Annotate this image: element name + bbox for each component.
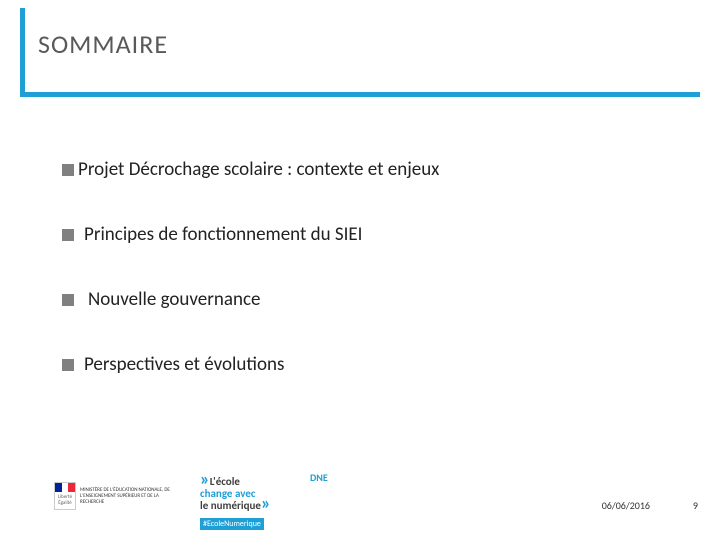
summary-list: Projet Décrochage scolaire : contexte et… bbox=[62, 158, 439, 418]
list-item-label: Perspectives et évolutions bbox=[84, 353, 284, 376]
ecole-hashtag: #EcoleNumerique bbox=[200, 518, 264, 530]
list-item: Nouvelle gouvernance bbox=[62, 288, 439, 311]
footer: LibertéÉgalité MINISTÈRE DE L'ÉDUCATION … bbox=[0, 468, 720, 524]
list-item-label: Nouvelle gouvernance bbox=[88, 288, 260, 311]
ecole-numerique-logo: »L'école change avec le numérique» #Ecol… bbox=[200, 476, 300, 516]
footer-date: 06/06/2016 bbox=[602, 499, 650, 512]
square-bullet-icon bbox=[62, 164, 74, 176]
list-item-label: Principes de fonctionnement du SIEI bbox=[84, 223, 362, 246]
french-flag-icon: LibertéÉgalité bbox=[54, 482, 76, 510]
title-side-accent bbox=[20, 8, 25, 97]
ministere-text: MINISTÈRE DE L'ÉDUCATION NATIONALE, DE L… bbox=[80, 487, 170, 505]
page-title: SOMMAIRE bbox=[38, 28, 168, 60]
list-item-label: Projet Décrochage scolaire : contexte et… bbox=[78, 158, 439, 181]
square-bullet-icon bbox=[62, 229, 74, 241]
square-bullet-icon bbox=[62, 359, 74, 371]
list-item: Perspectives et évolutions bbox=[62, 353, 439, 376]
page-number: 9 bbox=[693, 499, 698, 512]
list-item: Projet Décrochage scolaire : contexte et… bbox=[62, 158, 439, 181]
square-bullet-icon bbox=[62, 294, 74, 306]
title-underline-accent bbox=[20, 92, 700, 97]
ecole-line3: le numérique bbox=[200, 499, 261, 512]
ministere-logo: LibertéÉgalité MINISTÈRE DE L'ÉDUCATION … bbox=[54, 478, 174, 514]
dne-label: DNE bbox=[310, 471, 328, 484]
title-block: SOMMAIRE bbox=[38, 28, 168, 60]
list-item: Principes de fonctionnement du SIEI bbox=[62, 223, 439, 246]
